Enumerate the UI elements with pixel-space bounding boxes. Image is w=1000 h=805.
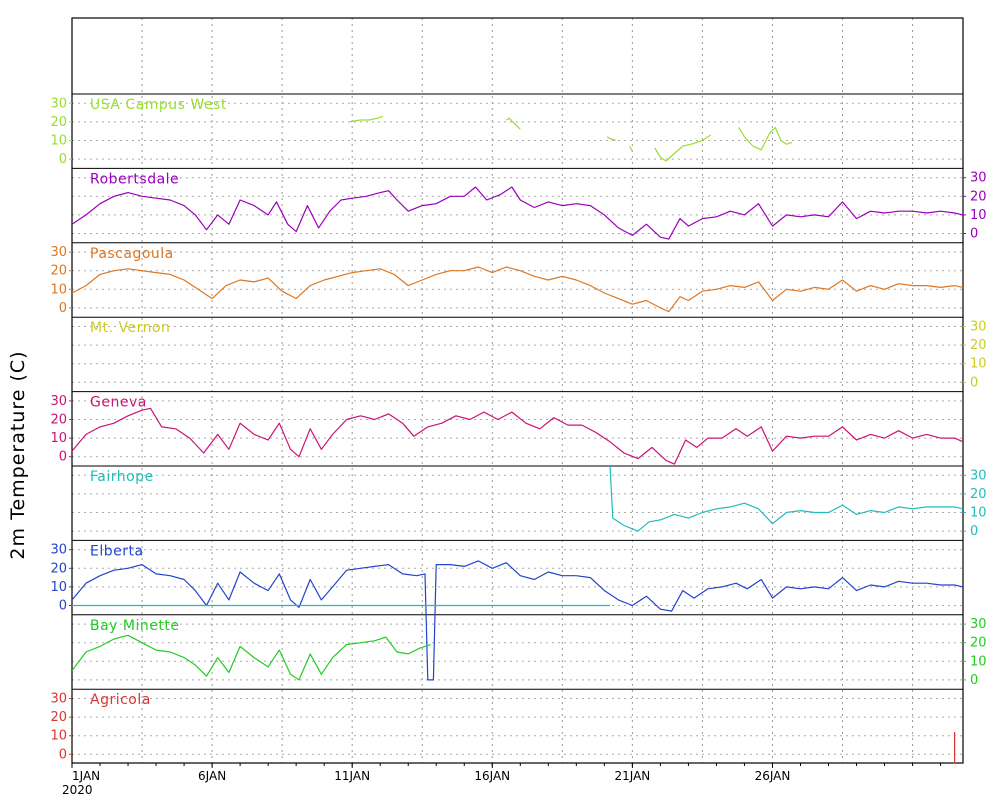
- station-label: Bay Minette: [90, 618, 179, 634]
- station-label: Mt. Vernon: [90, 320, 170, 336]
- y-tick-label: 20: [50, 115, 67, 130]
- series-line: [71, 407, 964, 465]
- series-line: [738, 126, 793, 151]
- y-tick-label: 20: [970, 636, 987, 651]
- y-tick-label: 10: [50, 729, 67, 744]
- series-line: [71, 634, 431, 681]
- y-tick-label: 20: [50, 413, 67, 428]
- y-tick-label: 10: [970, 654, 987, 669]
- y-tick-label: 20: [50, 710, 67, 725]
- y-tick-label: 30: [970, 171, 987, 186]
- y-tick-label: 30: [50, 96, 67, 111]
- station-label: Fairhope: [90, 469, 154, 485]
- y-tick-label: 20: [50, 561, 67, 576]
- y-tick-label: 20: [970, 189, 987, 204]
- y-tick-label: 10: [970, 208, 987, 223]
- y-tick-label: 10: [970, 506, 987, 521]
- grid-layer: [72, 18, 963, 763]
- series-line: [71, 186, 964, 240]
- y-tick-label: 30: [50, 394, 67, 409]
- station-label: Geneva: [90, 395, 147, 411]
- station-label: USA Campus West: [90, 97, 227, 113]
- y-tick-label: 20: [50, 264, 67, 279]
- y-tick-label: 30: [50, 543, 67, 558]
- y-tick-label: 0: [59, 747, 67, 762]
- y-tick-label: 0: [59, 450, 67, 465]
- y-tick-label: 0: [59, 301, 67, 316]
- station-label: Pascagoula: [90, 246, 174, 262]
- series-line: [606, 136, 616, 142]
- y-tick-label: 10: [50, 282, 67, 297]
- y-tick-label: 30: [50, 692, 67, 707]
- plot-frame: [71, 17, 964, 764]
- y-tick-label: 30: [970, 617, 987, 632]
- x-tick-label: 26JAN: [755, 769, 791, 783]
- y-tick-label: 0: [59, 152, 67, 167]
- station-label: Agricola: [90, 692, 151, 708]
- y-tick-label: 10: [970, 357, 987, 372]
- series-layer: [71, 115, 964, 764]
- y-tick-label: 10: [50, 580, 67, 595]
- x-tick-label: 16JAN: [474, 769, 510, 783]
- station-label: Robertsdale: [90, 171, 179, 187]
- series-line: [654, 134, 712, 162]
- y-tick-label: 20: [970, 338, 987, 353]
- series-line: [71, 266, 964, 313]
- panel-layer: USA Campus West 0 10 20 30 Robertsdale 0 10 20 30…: [50, 17, 987, 764]
- series-line: [609, 465, 964, 532]
- station-label: Elberta: [90, 543, 144, 559]
- y-tick-label: 10: [50, 431, 67, 446]
- y-tick-label: 30: [970, 468, 987, 483]
- y-tick-label: 0: [970, 227, 978, 242]
- y-tick-label: 20: [970, 487, 987, 502]
- series-line: [71, 560, 964, 681]
- series-line: [629, 145, 633, 152]
- y-tick-label: 0: [970, 673, 978, 688]
- y-tick-label: 0: [59, 599, 67, 614]
- y-axis-title: 2m Temperature (C): [7, 350, 29, 559]
- y-tick-label: 0: [970, 524, 978, 539]
- x-tick-label: 6JAN: [198, 769, 226, 783]
- x-tick-sublabel: 2020: [62, 783, 93, 797]
- x-tick-label: 21JAN: [614, 769, 650, 783]
- y-tick-label: 10: [50, 134, 67, 149]
- y-tick-label: 30: [50, 245, 67, 260]
- series-line: [505, 117, 521, 130]
- y-tick-label: 0: [970, 375, 978, 390]
- x-tick-label: 11JAN: [334, 769, 370, 783]
- y-tick-label: 30: [970, 320, 987, 335]
- x-tick-label: 1JAN: [72, 769, 100, 783]
- series-line: [349, 115, 384, 123]
